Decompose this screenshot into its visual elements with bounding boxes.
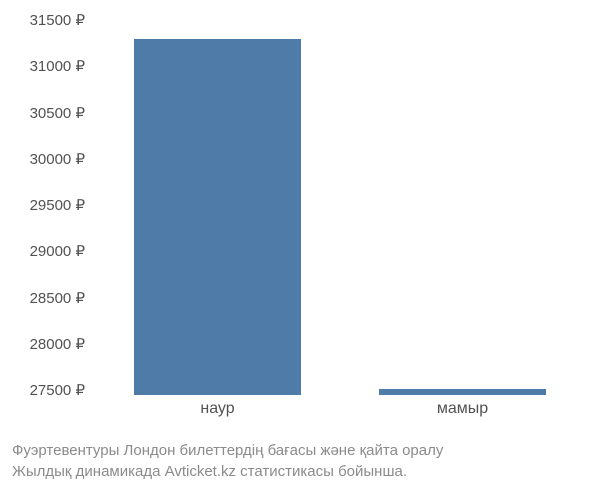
y-tick-label: 28000 ₽ xyxy=(30,335,85,353)
y-tick-label: 31000 ₽ xyxy=(30,57,85,75)
bar xyxy=(379,389,546,395)
caption-line-1: Фуэртевентуры Лондон билеттердің бағасы … xyxy=(12,440,443,461)
bar xyxy=(134,39,301,395)
y-tick-label: 30500 ₽ xyxy=(30,104,85,122)
y-tick-label: 29500 ₽ xyxy=(30,196,85,214)
chart-caption: Фуэртевентуры Лондон билеттердің бағасы … xyxy=(12,440,443,482)
caption-line-2: Жылдық динамикада Avticket.kz статистика… xyxy=(12,461,443,482)
y-tick-label: 27500 ₽ xyxy=(30,381,85,399)
y-tick-label: 31500 ₽ xyxy=(30,11,85,29)
x-tick-label: наур xyxy=(200,400,234,418)
y-tick-label: 29000 ₽ xyxy=(30,242,85,260)
chart-plot-area xyxy=(95,25,585,395)
bars-container xyxy=(95,25,585,395)
y-axis-labels: 31500 ₽31000 ₽30500 ₽30000 ₽29500 ₽29000… xyxy=(0,20,90,400)
x-tick-label: мамыр xyxy=(437,400,488,418)
y-tick-label: 30000 ₽ xyxy=(30,150,85,168)
y-tick-label: 28500 ₽ xyxy=(30,289,85,307)
